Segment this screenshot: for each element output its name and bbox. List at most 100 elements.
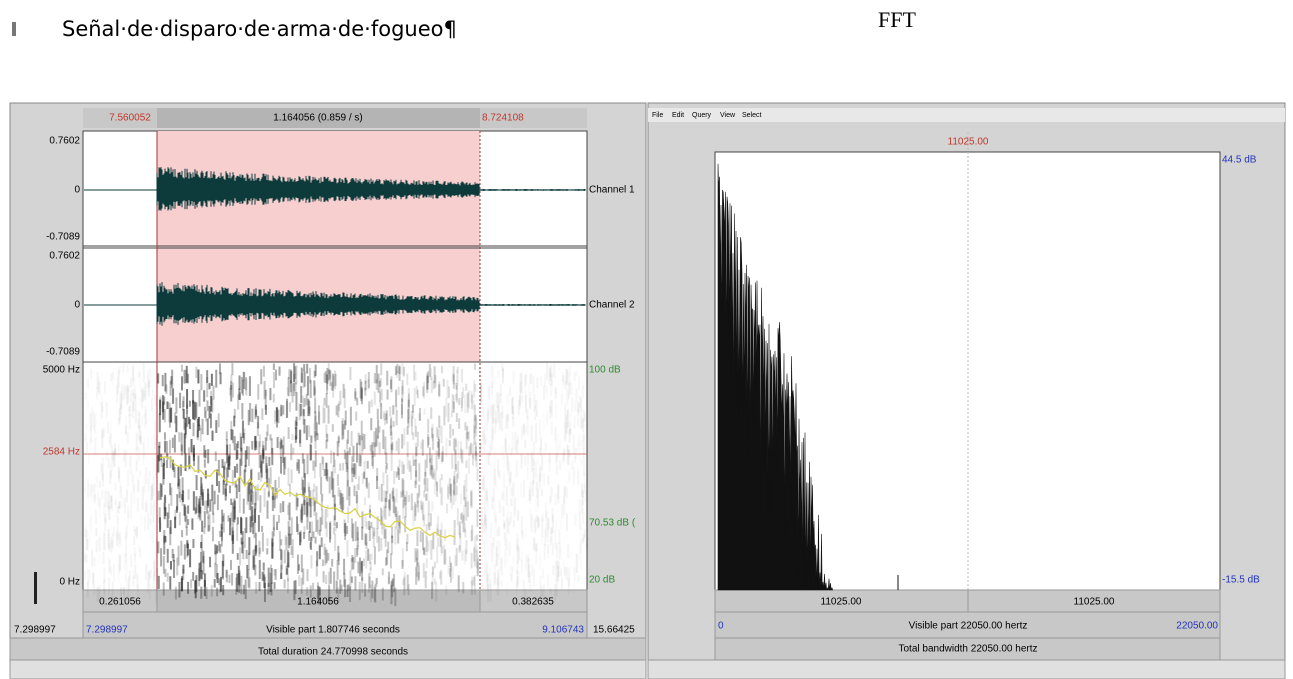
menu-item[interactable]: View	[720, 112, 736, 119]
spectrogram-texture	[363, 434, 365, 449]
spectrogram-texture	[426, 454, 428, 468]
spectrogram-texture	[416, 558, 418, 577]
spectrogram-texture	[273, 372, 275, 388]
ch1-zero: 0	[74, 185, 80, 196]
menu-item[interactable]: Query	[692, 112, 712, 119]
spectrogram-texture	[382, 510, 384, 529]
spectrogram-texture	[539, 554, 541, 571]
spectrogram-texture	[497, 392, 499, 411]
spectrogram-texture	[549, 457, 551, 464]
spectrogram-texture	[563, 449, 565, 456]
spectrogram-texture	[525, 426, 527, 433]
spectrogram-texture	[197, 369, 199, 383]
spectrogram-texture	[508, 443, 510, 451]
spectrogram-texture	[237, 553, 239, 560]
spectrogram-texture	[495, 411, 497, 424]
spectrogram-texture	[561, 393, 563, 404]
spectrogram-texture	[85, 525, 87, 542]
spectrogram-texture	[127, 509, 129, 525]
spectrogram-texture	[375, 578, 377, 587]
spectrogram-texture	[87, 539, 89, 551]
spectrogram-texture	[236, 464, 238, 473]
spectrogram-texture	[174, 467, 176, 478]
spectrogram-texture	[166, 441, 168, 457]
spectrogram-texture	[457, 441, 459, 458]
spectrogram-texture	[449, 568, 451, 577]
spectrogram-texture	[148, 572, 150, 581]
spectrogram-texture	[134, 547, 136, 557]
spectrogram-texture	[574, 415, 576, 428]
spectrogram-texture	[288, 427, 290, 439]
spectrogram-texture	[561, 578, 563, 590]
spectrogram-texture	[533, 442, 535, 453]
spectrogram-texture	[276, 407, 278, 422]
spectrogram-texture	[361, 511, 363, 528]
spectrogram-texture	[273, 394, 275, 403]
spectrogram-texture	[90, 369, 92, 379]
spectrogram-texture	[274, 411, 276, 424]
spectrogram-texture	[150, 570, 152, 579]
spectrogram-texture	[386, 475, 388, 494]
spectrogram-texture	[154, 395, 156, 406]
spectrogram-texture	[581, 459, 583, 466]
spectrogram-texture	[266, 501, 268, 519]
spectrogram-texture	[573, 467, 575, 485]
spectrogram-texture	[579, 499, 581, 515]
menu-item[interactable]: Edit	[672, 112, 684, 119]
spectrogram-texture	[328, 572, 330, 586]
window-start: 7.298997	[14, 625, 56, 636]
spectrogram-texture	[274, 480, 276, 492]
spectrogram-texture	[408, 584, 410, 595]
spectrogram-texture	[261, 526, 263, 532]
spectrogram-texture	[264, 488, 266, 507]
spectrogram-texture	[312, 460, 314, 470]
spectrogram-texture	[351, 464, 353, 471]
spectrogram-texture	[461, 369, 463, 383]
spectrogram-texture	[172, 438, 174, 448]
spectrogram-texture	[154, 434, 156, 449]
spectrogram-texture	[346, 440, 348, 450]
db-top: 44.5 dB	[1222, 155, 1257, 166]
spectrogram-texture	[546, 410, 548, 425]
spectrogram-texture	[555, 519, 557, 530]
spectrogram-texture	[125, 449, 127, 467]
ch2-min: -0.7089	[46, 347, 80, 358]
spectrogram-texture	[232, 383, 234, 398]
spectrogram-texture	[414, 388, 416, 406]
spectrogram-texture	[505, 433, 507, 447]
spectrogram-texture	[90, 484, 92, 497]
spectrogram-texture	[464, 422, 466, 430]
spectrogram-texture	[89, 569, 91, 582]
spectrogram-texture	[396, 371, 398, 378]
spectrogram-texture	[498, 527, 500, 536]
spectrogram-texture	[489, 578, 491, 587]
spectrogram-texture	[309, 368, 311, 383]
spectrogram-texture	[473, 577, 475, 586]
menu-item[interactable]: Select	[742, 112, 762, 119]
spectrogram-texture	[401, 434, 403, 448]
spectrogram-texture	[207, 418, 209, 435]
spectrogram-texture	[312, 583, 314, 590]
spectrogram-texture	[449, 440, 451, 446]
spectrogram-texture	[421, 505, 423, 513]
spectrogram-texture	[274, 582, 276, 589]
spectrogram-texture	[214, 491, 216, 505]
spectrogram-texture	[172, 388, 174, 403]
visible-part: Visible part 22050.00 hertz	[909, 621, 1028, 632]
spectrogram-texture	[142, 443, 144, 459]
spectrogram-texture	[521, 425, 523, 440]
spectrogram-texture	[577, 575, 579, 582]
spectrogram-texture	[229, 485, 231, 493]
spectrogram-texture	[109, 471, 111, 484]
spectrogram-texture	[524, 440, 526, 448]
spectrogram-texture	[535, 520, 537, 532]
spectrogram-texture	[216, 588, 218, 597]
spectrogram-texture	[413, 365, 415, 381]
spectrogram-texture	[306, 364, 308, 374]
spectrogram-texture	[169, 440, 171, 453]
spectrogram-texture	[325, 440, 327, 449]
spectrogram-texture	[546, 363, 548, 380]
menu-item[interactable]: File	[652, 112, 663, 119]
spectrogram-texture	[539, 420, 541, 436]
spectrogram-texture	[451, 454, 453, 469]
